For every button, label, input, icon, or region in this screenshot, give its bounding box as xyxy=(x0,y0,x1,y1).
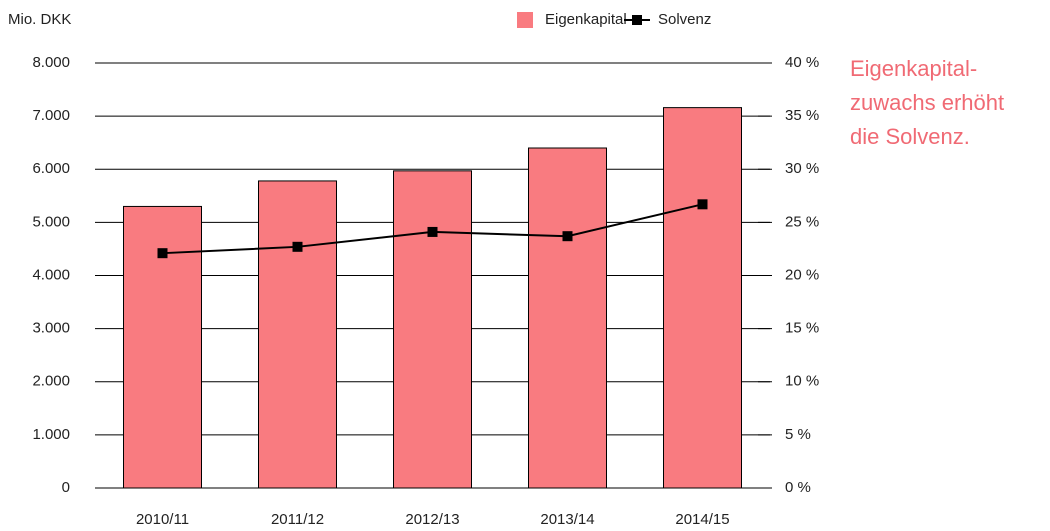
x-tick-label: 2011/12 xyxy=(271,511,324,528)
y2-tick-label: 0 % xyxy=(785,479,811,496)
legend-swatch xyxy=(517,12,533,28)
y-tick-label: 4.000 xyxy=(32,266,70,283)
legend-label: Eigenkapital xyxy=(545,11,627,28)
bar xyxy=(663,107,742,489)
line-marker xyxy=(697,199,708,210)
y-tick-label: 8.000 xyxy=(32,54,70,71)
line-marker xyxy=(157,248,168,259)
y2-tick-label: 5 % xyxy=(785,426,811,443)
bar xyxy=(258,180,337,489)
y2-tick-label: 20 % xyxy=(785,266,819,283)
legend-marker xyxy=(632,15,642,25)
x-tick-label: 2010/11 xyxy=(136,511,189,528)
line-marker xyxy=(562,231,573,242)
y2-tick-label: 35 % xyxy=(785,107,819,124)
annotation: zuwachs erhöht xyxy=(850,90,1004,115)
bar xyxy=(528,147,607,489)
y-axis-label: Mio. DKK xyxy=(8,11,71,28)
x-tick-label: 2013/14 xyxy=(540,511,594,528)
y-tick-label: 7.000 xyxy=(32,107,70,124)
bar xyxy=(393,170,472,489)
y-tick-label: 6.000 xyxy=(32,160,70,177)
annotation: die Solvenz. xyxy=(850,124,970,149)
y2-tick-label: 25 % xyxy=(785,213,819,230)
y2-tick-label: 10 % xyxy=(785,373,819,390)
legend-label: Solvenz xyxy=(658,11,711,28)
y2-tick-label: 40 % xyxy=(785,54,819,71)
y2-tick-label: 15 % xyxy=(785,320,819,337)
y-tick-label: 2.000 xyxy=(32,373,70,390)
line-marker xyxy=(427,226,438,237)
y-tick-label: 1.000 xyxy=(32,426,70,443)
y2-tick-label: 30 % xyxy=(785,160,819,177)
y-tick-label: 5.000 xyxy=(32,213,70,230)
annotation: Eigenkapital- xyxy=(850,56,977,81)
y-tick-label: 0 xyxy=(62,479,70,496)
x-tick-label: 2014/15 xyxy=(675,511,729,528)
y-tick-label: 3.000 xyxy=(32,320,70,337)
line-marker xyxy=(292,241,303,252)
x-tick-label: 2012/13 xyxy=(405,511,459,528)
